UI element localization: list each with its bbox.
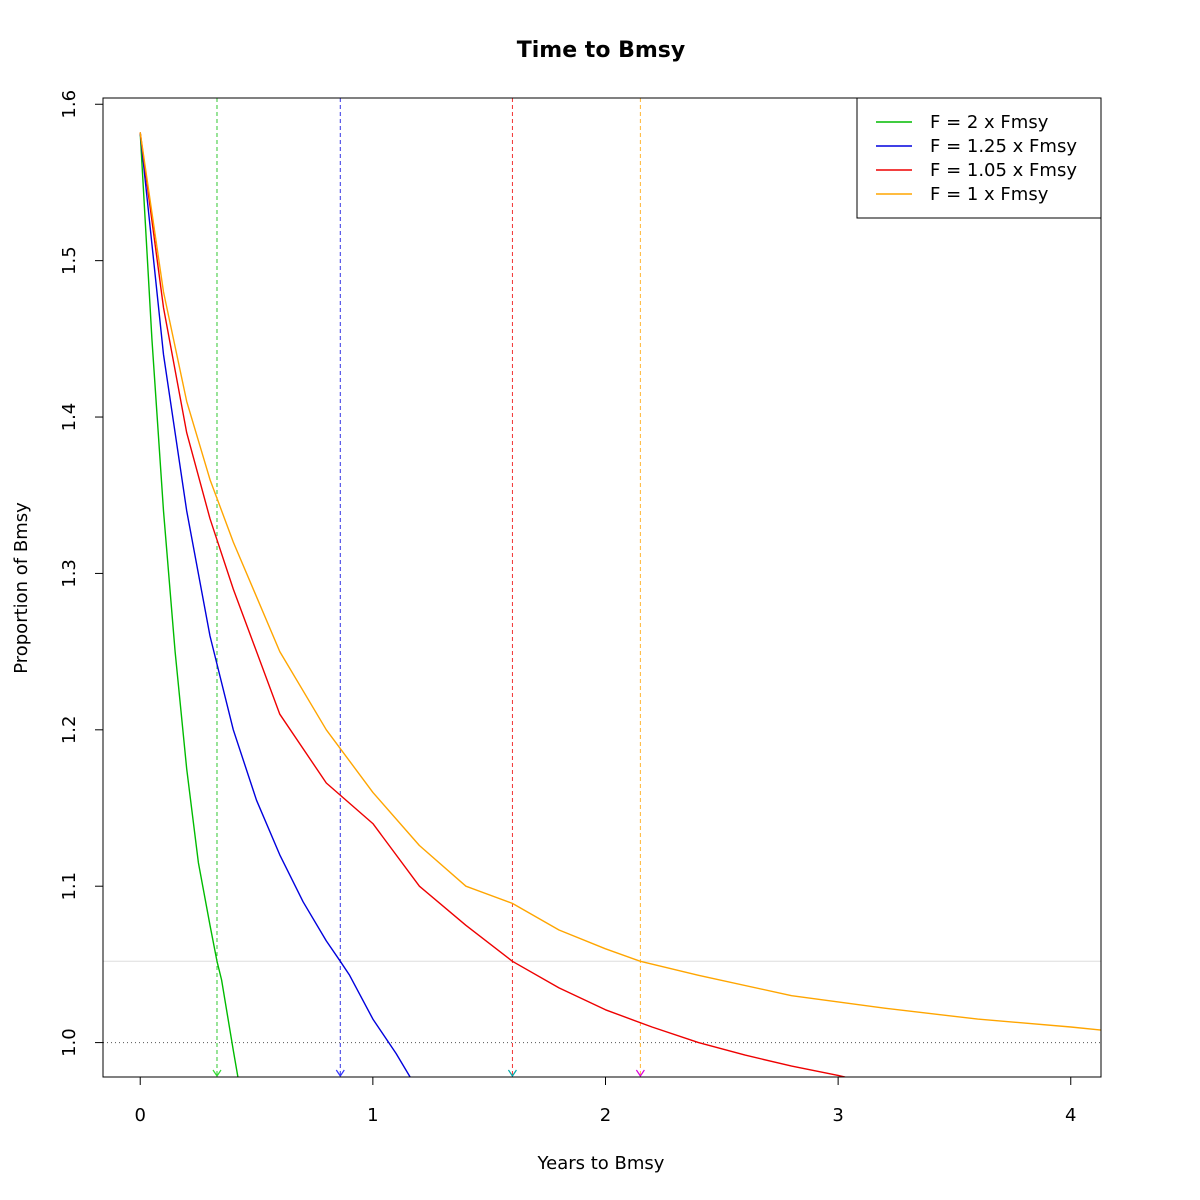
plot-frame: [102, 97, 1102, 1078]
x-tick-label: 3: [832, 1105, 843, 1126]
vertical-marker-lines: [216, 98, 641, 1077]
series-line-2: [139, 132, 846, 1077]
series-lines: [139, 132, 1101, 1077]
legend-label-0: F = 2 x Fmsy: [930, 112, 1049, 133]
arrow-marker-1: [335, 1069, 345, 1078]
x-tick-label: 0: [134, 1105, 145, 1126]
y-tick-label: 1.5: [59, 246, 80, 275]
legend: F = 2 x Fmsy F = 1.25 x Fmsy F = 1.05 x Fm…: [856, 97, 1102, 219]
arrow-marker-2: [507, 1069, 517, 1078]
chart-title: Time to Bmsy: [517, 38, 685, 63]
y-tick-label: 1.0: [59, 1028, 80, 1057]
y-tick-label: 1.6: [59, 90, 80, 119]
series-line-0: [139, 132, 239, 1077]
y-tick-label: 1.1: [59, 872, 80, 901]
legend-label-2: F = 1.05 x Fmsy: [930, 160, 1077, 181]
legend-box: [856, 97, 1102, 219]
y-axis: 1.0 1.1 1.2 1.3 1.4 1.5 1.6: [59, 90, 103, 1057]
x-axis: 0 1 2 3 4: [134, 1077, 1076, 1126]
legend-label-1: F = 1.25 x Fmsy: [930, 136, 1077, 157]
arrow-marker-3: [635, 1069, 645, 1078]
arrow-marker-0: [212, 1069, 222, 1078]
x-tick-label: 2: [600, 1105, 611, 1126]
arrow-markers: [212, 1069, 645, 1078]
series-line-1: [139, 132, 411, 1077]
y-tick-label: 1.2: [59, 715, 80, 744]
y-tick-label: 1.3: [59, 559, 80, 588]
x-tick-label: 4: [1065, 1105, 1076, 1126]
x-axis-label: Years to Bmsy: [537, 1153, 665, 1174]
y-tick-label: 1.4: [59, 403, 80, 432]
x-tick-label: 1: [367, 1105, 378, 1126]
y-axis-label: Proportion of Bmsy: [11, 502, 32, 674]
reference-lines: [103, 960, 1101, 1044]
legend-label-3: F = 1 x Fmsy: [930, 184, 1049, 205]
series-line-3: [139, 132, 1101, 1031]
